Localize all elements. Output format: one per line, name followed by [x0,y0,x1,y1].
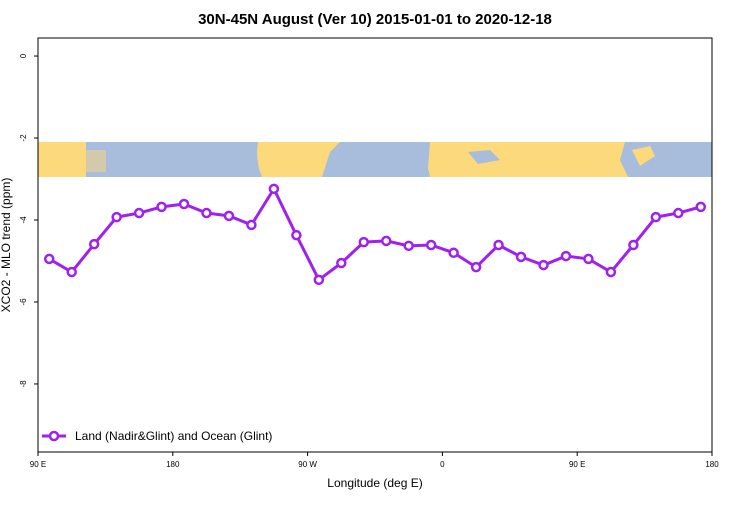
y-tick-label: -4 [19,216,28,224]
x-tick-label: 90 W [298,460,317,469]
data-point [111,211,122,223]
data-point [538,259,549,271]
data-point [291,229,302,241]
data-point [178,198,190,210]
y-tick-label: -6 [19,298,28,306]
data-point [673,207,684,219]
data-point [583,253,594,265]
data-point [605,266,617,278]
data-point [201,207,212,219]
data-point [425,239,437,251]
y-tick-label: 0 [19,53,28,58]
data-point [223,210,235,222]
x-tick-label: 180 [705,460,719,469]
x-tick-label: 90 E [569,460,585,469]
land [38,142,86,177]
data-point [470,261,482,273]
y-tick-label: -2 [19,134,28,142]
data-point [336,257,347,269]
data-point [156,201,167,213]
plot-frame [37,37,713,453]
data-point [560,250,572,262]
y-tick-label: -8 [19,380,28,388]
x-axis-label: Longitude (deg E) [327,476,422,490]
data-point [448,247,459,259]
data-point [650,211,662,223]
legend-marker [48,430,60,442]
land [428,142,628,177]
data-point [268,183,280,195]
land [632,146,655,166]
chart-title: 30N-45N August (Ver 10) 2015-01-01 to 20… [198,11,552,28]
data-point [358,236,370,248]
data-point [43,253,55,265]
data-point [88,238,100,250]
x-tick-label: 90 E [30,460,46,469]
data-point [66,266,77,278]
y-axis-label: XCO2 - MLO trend (ppm) [0,178,13,313]
x-tick-label: 0 [440,460,445,469]
x-tick-label: 180 [166,460,180,469]
land [86,150,106,172]
sea [468,150,500,164]
data-point [403,240,414,252]
data-point [246,219,257,231]
data-point [133,207,145,219]
map-band [38,142,712,177]
data-point [313,274,325,286]
data-point [695,201,707,213]
data-point [515,251,527,263]
data-point [493,239,504,251]
data-point [380,235,392,247]
legend-label: Land (Nadir&Glint) and Ocean (Glint) [75,429,272,443]
land [257,142,340,177]
data-point [628,239,639,251]
